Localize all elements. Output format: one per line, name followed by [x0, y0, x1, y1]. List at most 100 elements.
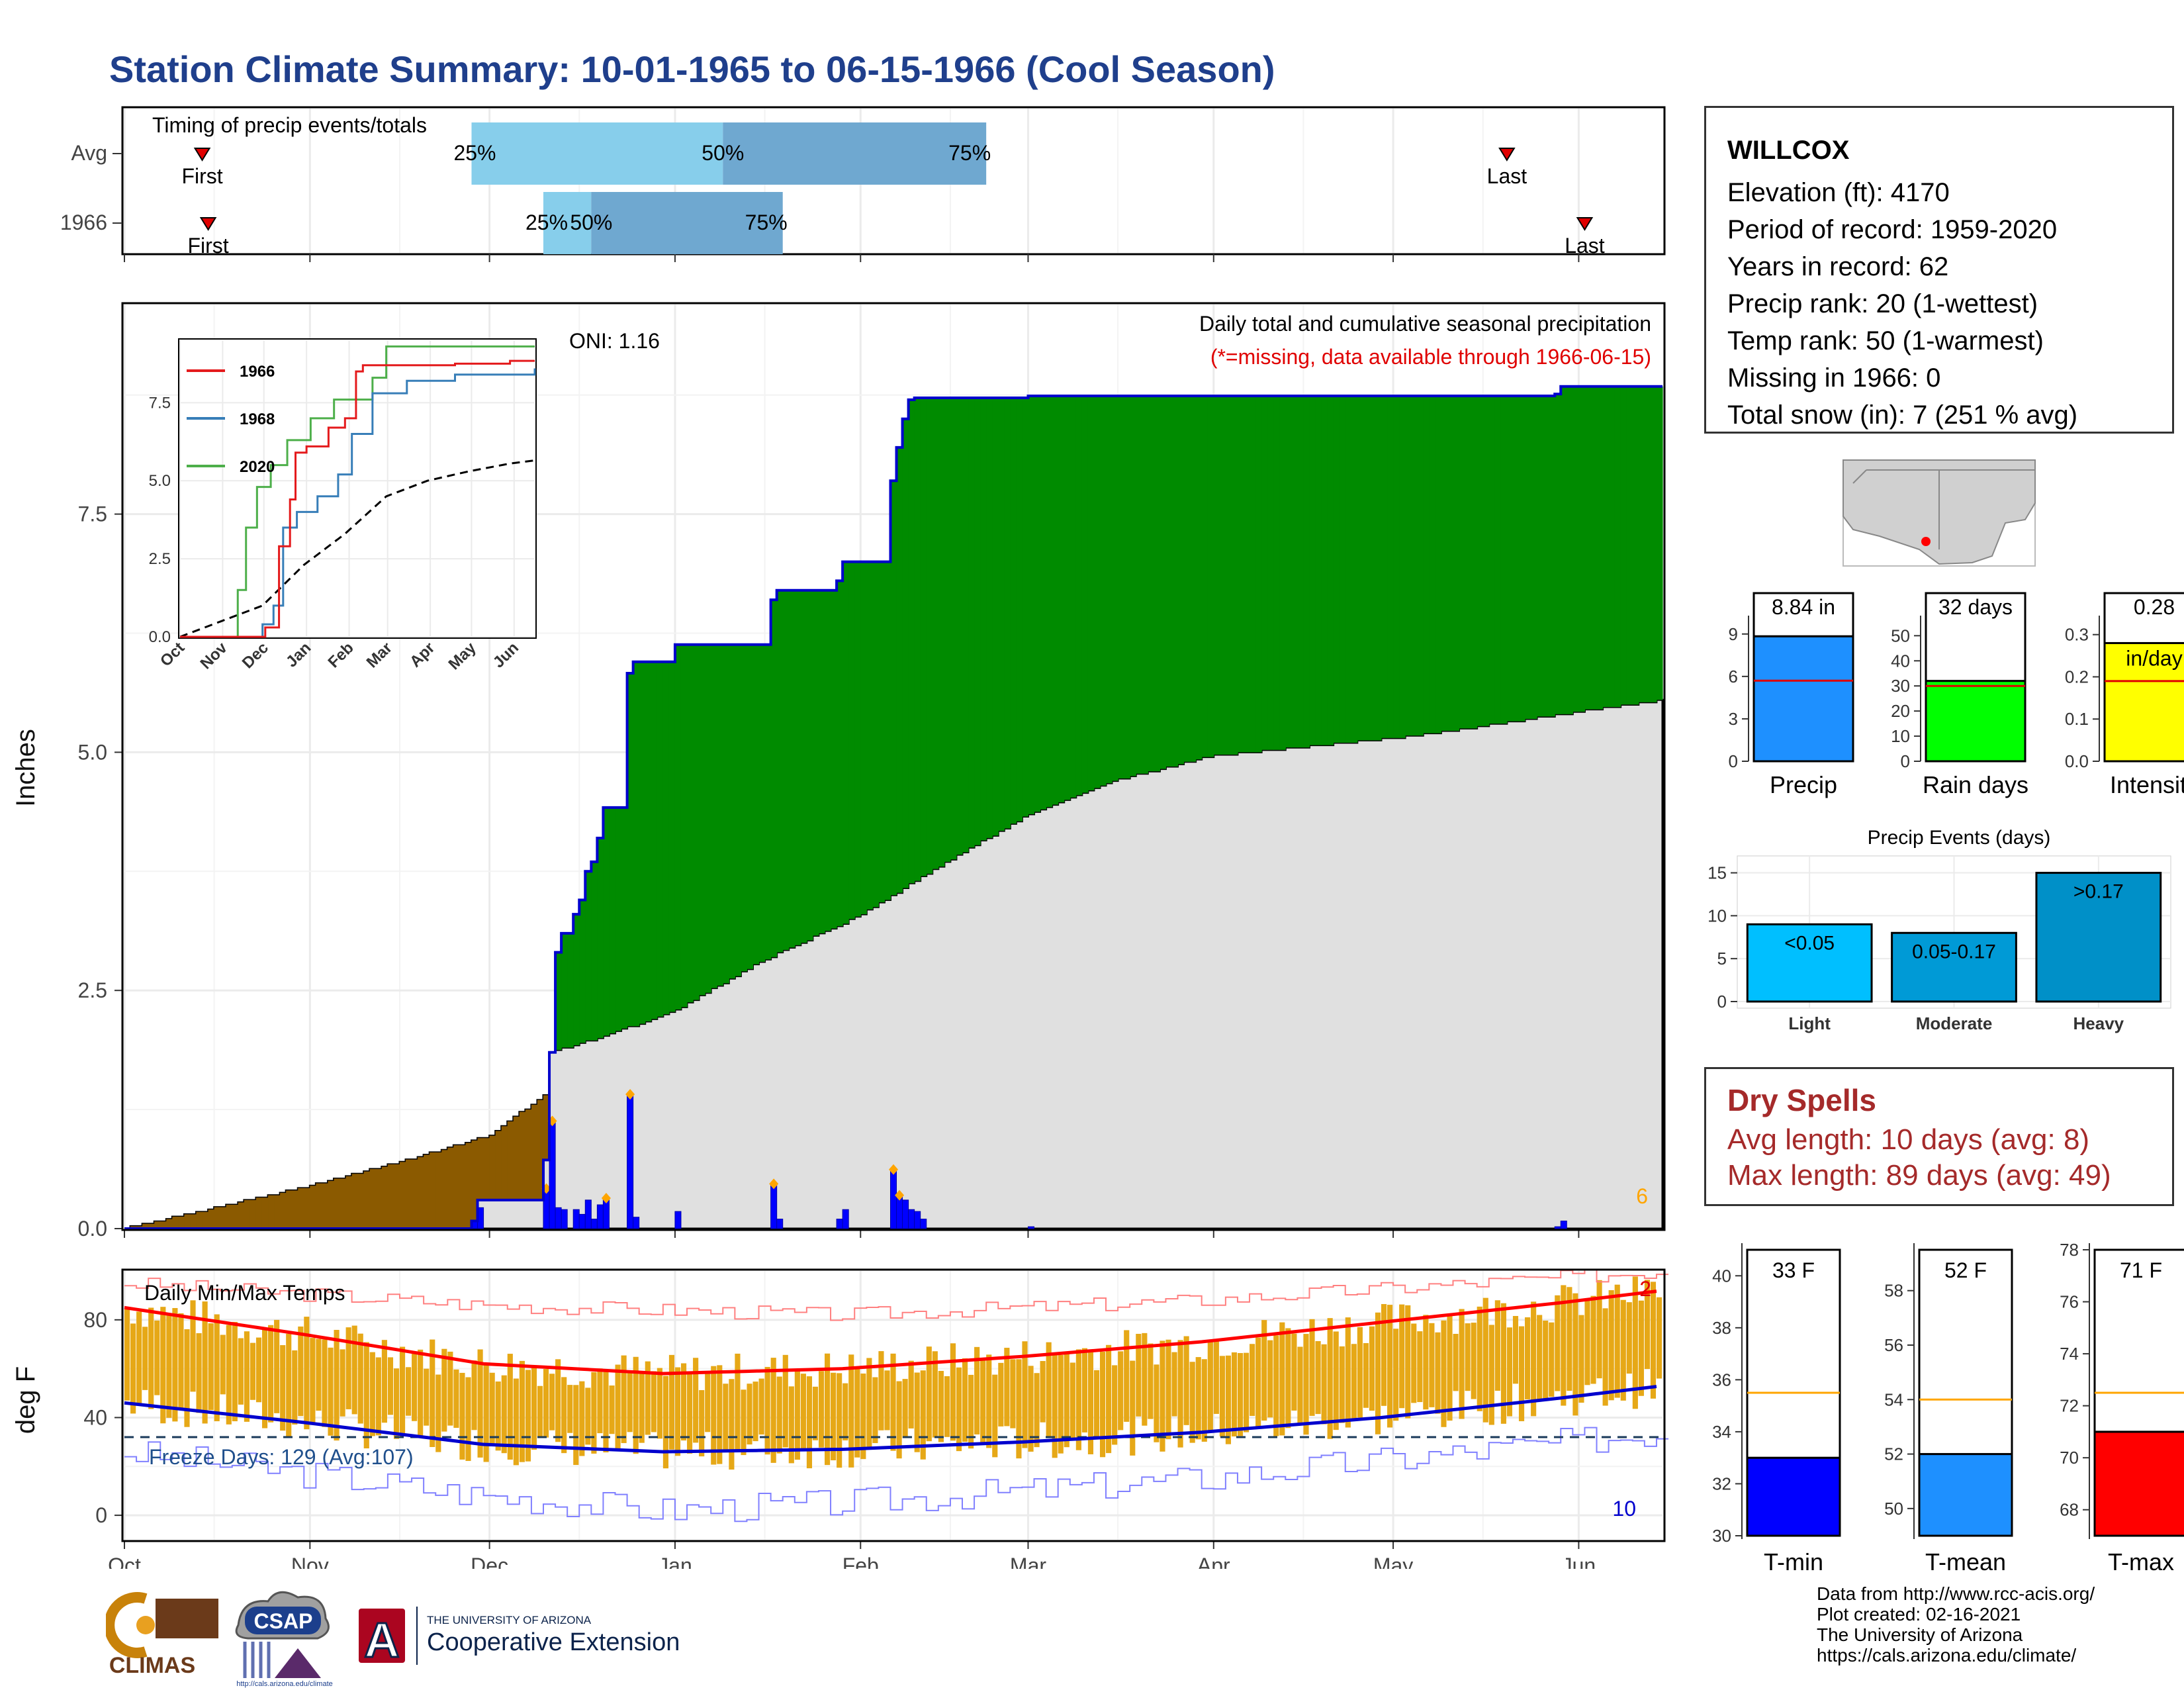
station-name: WILLCOX	[1727, 136, 1850, 165]
above-avg-fill	[1028, 396, 1035, 814]
events-bar-label: >0.17	[2073, 881, 2124, 903]
above-avg-fill	[1525, 396, 1531, 720]
daily-precip-bar	[842, 1209, 849, 1229]
inset-1966-line	[180, 359, 535, 638]
above-avg-fill	[1195, 396, 1203, 760]
below-avg-fill	[483, 1138, 490, 1200]
temp-day-bar	[561, 1377, 567, 1454]
above-avg-fill	[1052, 396, 1059, 805]
temp-day-bar	[375, 1357, 381, 1436]
station-period: Period of record: 1959-2020	[1727, 215, 2058, 244]
above-avg-fill	[621, 807, 628, 1029]
temp-day-bar	[938, 1371, 944, 1442]
station-years: Years in record: 62	[1727, 252, 1949, 281]
temp-day-bar	[800, 1374, 806, 1450]
temp-day-bar	[1034, 1373, 1040, 1448]
below-avg-fill	[465, 1143, 473, 1229]
station-precip-rank: Precip rank: 20 (1-wettest)	[1727, 289, 2038, 318]
credit-university: The University of Arizona	[1817, 1624, 2023, 1645]
below-avg-fill	[393, 1164, 400, 1229]
panel-tick-label: 0.3	[2065, 625, 2089, 645]
temp-day-bar	[412, 1354, 418, 1421]
inset-legend-label: 1968	[240, 410, 275, 428]
temp-day-bar	[1465, 1323, 1471, 1391]
below-avg-fill	[160, 1221, 167, 1229]
x-tick-label: Feb	[842, 1554, 879, 1569]
temp-panel-tick-label: 68	[2060, 1500, 2079, 1520]
credit-plot-created: Plot created: 02-16-2021	[1817, 1604, 2021, 1624]
above-avg-fill	[1154, 396, 1161, 772]
temp-day-bar	[178, 1313, 184, 1409]
temp-day-bar	[435, 1374, 441, 1452]
temp-day-bar	[322, 1339, 328, 1427]
above-avg-fill	[770, 600, 778, 957]
dry-spells-box: Dry Spells Avg length: 10 days (avg: 8) …	[1704, 1067, 2174, 1206]
cumulative-1966-line	[124, 385, 1662, 1230]
temp-day-bar	[1441, 1320, 1447, 1427]
events-category-label: Heavy	[2073, 1013, 2124, 1033]
temp-day-bar	[1189, 1362, 1195, 1443]
daily-precip-bar	[596, 1204, 604, 1229]
temp-day-bar	[741, 1389, 747, 1456]
above-avg-fill	[1058, 396, 1065, 802]
credit-data-source: Data from http://www.rcc-acis.org/	[1817, 1583, 2095, 1604]
above-avg-fill	[597, 837, 604, 1039]
temp-day-bar	[950, 1343, 956, 1441]
above-avg-fill	[1549, 396, 1555, 717]
temp-day-bar	[334, 1329, 340, 1441]
temp-day-bar	[381, 1340, 387, 1423]
above-avg-fill	[1171, 396, 1179, 767]
precip-x-ticks	[124, 1230, 1580, 1238]
above-avg-fill	[609, 807, 616, 1033]
temp-day-bar	[627, 1373, 633, 1432]
events-tick-label: 15	[1707, 863, 1727, 883]
temp-day-bar	[1626, 1302, 1632, 1374]
temp-day-bar	[848, 1354, 854, 1468]
station-info-box: WILLCOX Elevation (ft): 4170 Period of r…	[1704, 106, 2174, 434]
temp-day-bar	[226, 1325, 232, 1425]
above-avg-fill	[1297, 396, 1304, 748]
above-avg-fill	[1656, 386, 1663, 700]
temp-day-bar	[507, 1354, 513, 1460]
panel-value-box	[1752, 592, 1854, 637]
above-avg-fill	[1213, 396, 1220, 755]
above-avg-fill	[1040, 396, 1047, 810]
inset-x-ticks: Oct Nov Dec Jan Feb Mar Apr May Jun	[157, 639, 522, 674]
above-avg-fill	[561, 933, 568, 1048]
temp-day-bar	[890, 1353, 896, 1451]
temp-day-bar	[1369, 1326, 1375, 1411]
above-avg-fill	[1219, 396, 1226, 755]
above-avg-fill	[674, 644, 682, 1009]
above-avg-fill	[1010, 398, 1017, 824]
below-avg-fill	[531, 1104, 538, 1200]
above-avg-fill	[986, 398, 993, 838]
temp-day-bar	[351, 1325, 357, 1415]
timing-bar-upper	[723, 122, 987, 185]
temp-day-bar	[369, 1352, 375, 1436]
above-avg-fill	[1590, 386, 1598, 710]
above-avg-fill	[878, 561, 886, 903]
temp-day-bar	[1213, 1339, 1219, 1414]
below-avg-fill	[226, 1205, 233, 1229]
timing-bar-lower	[471, 122, 723, 185]
temp-day-bar	[1453, 1334, 1459, 1391]
above-avg-fill	[1459, 396, 1466, 729]
temp-day-bar	[998, 1362, 1004, 1427]
above-avg-fill	[1118, 396, 1124, 778]
above-avg-fill	[1273, 396, 1280, 750]
timing-bar-lower	[543, 192, 592, 254]
timing-last-label: Last	[1487, 164, 1527, 188]
above-avg-fill	[627, 673, 634, 1027]
above-avg-fill	[968, 398, 975, 848]
below-avg-fill	[357, 1174, 365, 1229]
temp-day-bar	[842, 1383, 848, 1440]
below-avg-fill	[172, 1217, 179, 1229]
inset-legend-label: 1966	[240, 363, 275, 381]
below-avg-fill	[196, 1211, 203, 1229]
above-avg-fill	[1453, 396, 1460, 731]
above-avg-fill	[1279, 396, 1286, 750]
daily-precip-bar	[889, 1169, 897, 1229]
below-avg-fill	[406, 1159, 412, 1229]
temp-day-bar	[908, 1360, 914, 1429]
temp-day-bar	[1136, 1333, 1142, 1417]
